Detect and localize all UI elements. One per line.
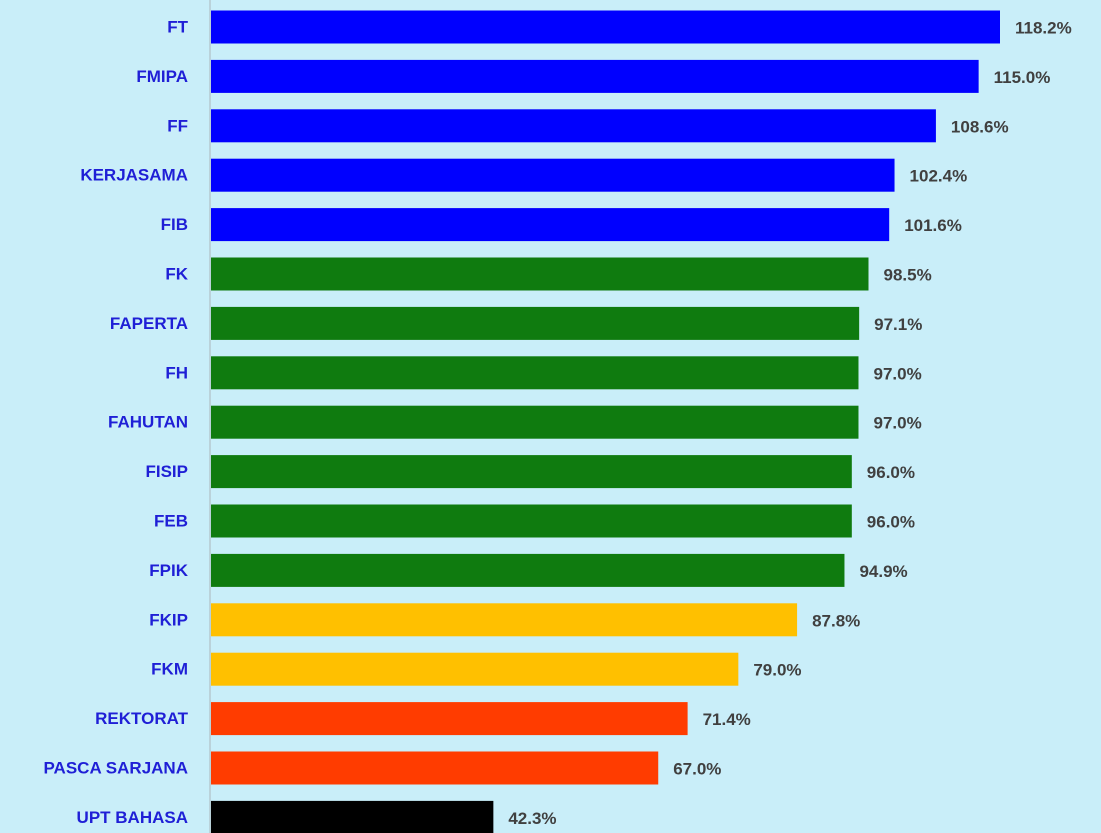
category-label: FAPERTA xyxy=(110,314,188,333)
category-label: REKTORAT xyxy=(95,709,188,728)
value-label: 42.3% xyxy=(508,809,556,828)
bar xyxy=(211,455,852,489)
value-label: 97.0% xyxy=(873,414,921,433)
bar xyxy=(211,702,688,736)
value-label: 96.0% xyxy=(867,512,915,531)
category-label: FKM xyxy=(151,660,188,679)
value-label: 97.0% xyxy=(873,364,921,383)
bar xyxy=(211,257,869,291)
category-label: FMIPA xyxy=(136,67,188,86)
value-label: 79.0% xyxy=(753,661,801,680)
bar xyxy=(211,158,895,192)
bar xyxy=(211,751,659,785)
bar xyxy=(211,59,979,93)
bar xyxy=(211,405,859,439)
category-label: FISIP xyxy=(145,462,188,481)
bar xyxy=(211,603,798,637)
value-label: 71.4% xyxy=(703,710,751,729)
category-label: FK xyxy=(165,264,188,283)
category-label: UPT BAHASA xyxy=(77,808,188,827)
bar xyxy=(211,652,739,686)
value-label: 67.0% xyxy=(673,759,721,778)
value-label: 101.6% xyxy=(904,216,962,235)
value-label: 118.2% xyxy=(1015,18,1072,37)
category-label: FIB xyxy=(161,215,188,234)
bar xyxy=(211,356,859,390)
category-label: PASCA SARJANA xyxy=(43,758,188,777)
category-label: FKIP xyxy=(149,610,188,629)
value-label: 94.9% xyxy=(859,562,907,581)
bar xyxy=(211,800,494,833)
value-label: 115.0% xyxy=(994,68,1051,87)
category-label: FEB xyxy=(154,511,188,530)
value-label: 98.5% xyxy=(884,265,932,284)
value-label: 87.8% xyxy=(812,611,860,630)
category-label: FPIK xyxy=(149,561,188,580)
bar xyxy=(211,109,936,143)
bar xyxy=(211,553,845,587)
bar xyxy=(211,208,890,242)
category-label: FH xyxy=(165,363,188,382)
category-label: FAHUTAN xyxy=(108,413,188,432)
category-label: FT xyxy=(167,17,188,36)
bar xyxy=(211,306,860,340)
category-label: KERJASAMA xyxy=(80,166,188,185)
value-label: 102.4% xyxy=(910,167,968,186)
value-label: 96.0% xyxy=(867,463,915,482)
bar xyxy=(211,10,1000,44)
bar xyxy=(211,504,852,538)
category-label: FF xyxy=(167,116,188,135)
value-label: 108.6% xyxy=(951,117,1009,136)
value-label: 97.1% xyxy=(874,315,922,334)
